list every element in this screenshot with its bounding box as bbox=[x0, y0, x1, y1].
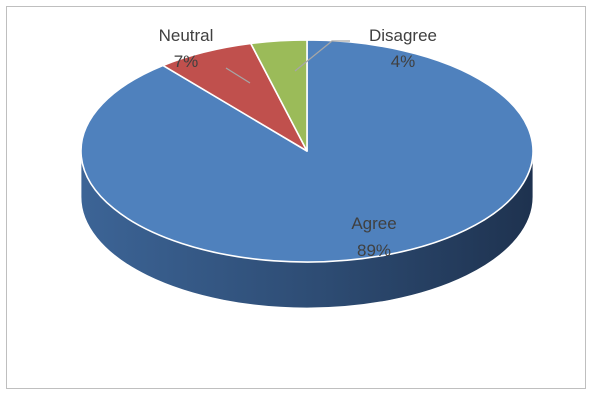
pie-chart: Agree 89% Neutral 7% Disagree 4% bbox=[80, 26, 534, 309]
leader-line-neutral bbox=[225, 67, 251, 84]
slice-label-disagree: Disagree bbox=[369, 26, 437, 45]
chart-frame: Agree 89% Neutral 7% Disagree 4% bbox=[6, 6, 586, 389]
slice-label-neutral: Neutral bbox=[159, 26, 214, 45]
slice-value-disagree: 4% bbox=[391, 52, 416, 71]
slice-value-agree: 89% bbox=[357, 241, 391, 260]
pie-slice-disagree bbox=[249, 39, 308, 152]
slice-label-agree: Agree bbox=[351, 214, 396, 233]
leader-line-disagree bbox=[294, 40, 350, 72]
slice-value-neutral: 7% bbox=[174, 52, 199, 71]
